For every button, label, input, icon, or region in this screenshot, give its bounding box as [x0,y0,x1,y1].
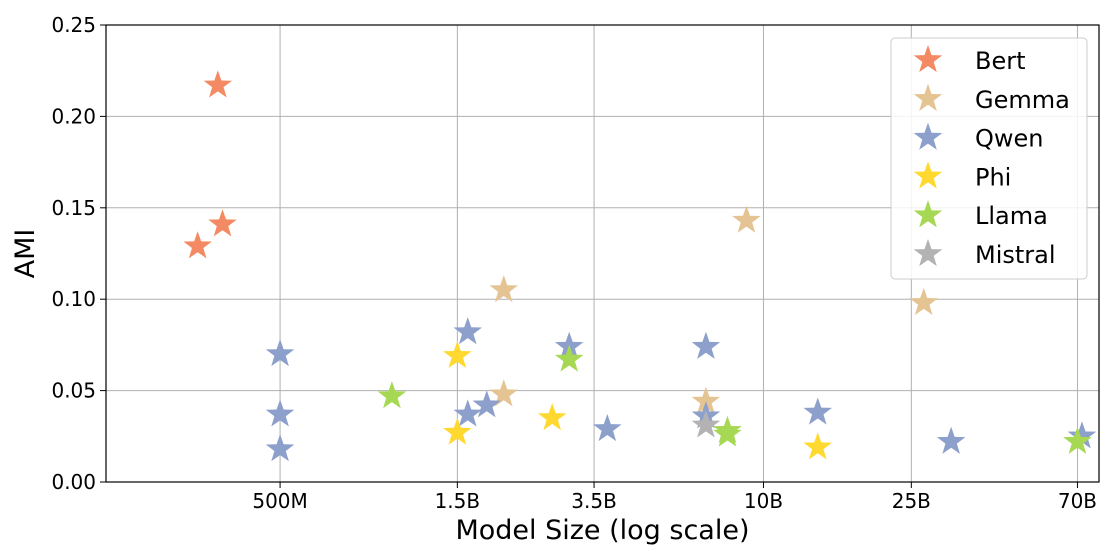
data-point-gemma [489,379,519,407]
data-points [183,70,1097,462]
y-tick-label: 0.00 [51,470,96,494]
legend-label: Llama [975,202,1048,230]
data-point-qwen [1067,421,1097,449]
data-point-gemma [732,205,761,233]
legend-label: Mistral [975,241,1056,269]
legend-marker-qwen [913,122,943,150]
data-point-qwen [803,397,833,425]
data-point-gemma [909,287,938,315]
legend-marker-phi [913,161,943,189]
data-point-llama [713,419,742,447]
data-point-gemma [691,386,721,414]
y-tick-label: 0.10 [51,287,96,311]
axis-ticks: 0.00 0.05 0.10 0.15 0.20 0.25 500M 1.5B 3.5B 10B 2… [51,13,1097,513]
data-point-llama [1063,426,1092,454]
data-point-qwen [691,331,721,359]
x-tick-label: 1.5B [435,489,481,513]
data-point-qwen [593,413,622,442]
y-tick-label: 0.05 [51,379,96,403]
x-tick-label: 500M [252,489,307,513]
legend-marker-bert [913,45,943,73]
y-tick-label: 0.15 [51,196,96,220]
data-point-bert [183,231,212,259]
legend-label: Phi [975,163,1011,191]
x-tick-label: 25B [892,489,931,513]
data-point-qwen [453,317,483,345]
legend-label: Bert [975,47,1026,75]
x-axis-label: Model Size (log scale) [455,515,749,546]
data-point-qwen [936,426,966,454]
data-point-phi [443,417,472,445]
data-point-gemma [489,275,519,303]
y-tick-label: 0.20 [51,104,96,128]
data-point-phi [443,340,472,368]
data-point-bert [208,209,237,237]
data-point-qwen [265,339,295,367]
legend-box [890,37,1088,280]
data-point-bert [203,70,233,98]
legend: Bert Gemma Qwen Phi Llama Mistral [890,37,1088,280]
data-point-mistral [691,410,721,438]
y-tick-label: 0.25 [51,13,96,37]
plot-frame [105,24,1100,483]
legend-label: Qwen [975,125,1044,153]
x-tick-label: 3.5B [571,489,617,513]
data-point-qwen [265,434,295,462]
legend-label: Gemma [975,86,1070,114]
x-tick-label: 70B [1058,489,1097,513]
legend-marker-llama [913,200,943,228]
data-point-qwen [472,390,502,418]
data-point-phi [803,432,833,460]
data-point-llama [377,381,407,409]
data-point-llama [554,344,584,372]
y-axis-label: AMI [10,229,41,279]
legend-marker-gemma [913,83,943,111]
x-tick-label: 10B [744,489,783,513]
data-point-phi [537,403,567,431]
data-point-qwen [265,399,295,427]
data-point-qwen [453,399,483,427]
legend-marker-mistral [913,239,943,267]
